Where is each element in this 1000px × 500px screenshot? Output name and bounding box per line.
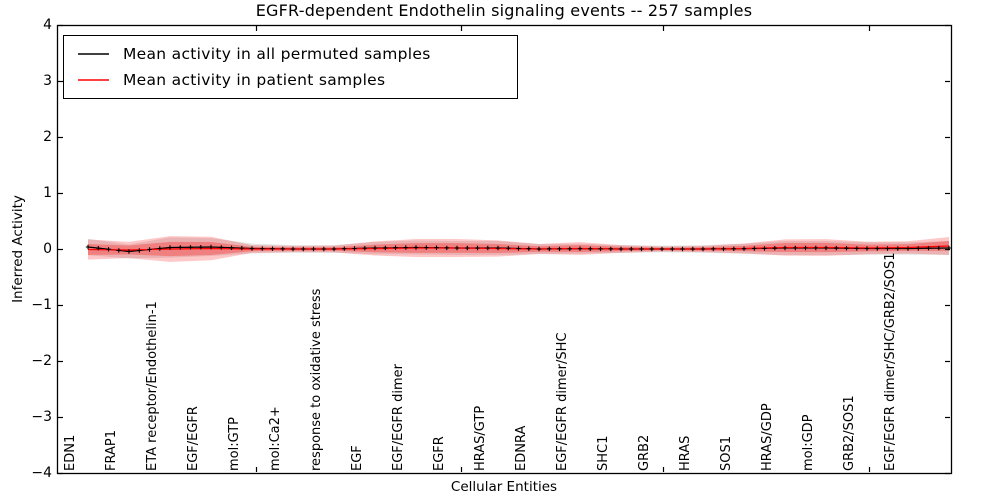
legend-label-permuted: Mean activity in all permuted samples bbox=[123, 45, 431, 64]
legend-line-patient-icon bbox=[78, 78, 109, 81]
x-category-label: FRAP1 bbox=[104, 430, 119, 471]
legend-line-permuted-icon bbox=[78, 53, 109, 56]
y-tick-label: 3 bbox=[43, 73, 52, 89]
x-category-label: SHC1 bbox=[596, 435, 611, 471]
x-category-label: mol:GTP bbox=[227, 417, 242, 471]
y-tick-label: 4 bbox=[43, 17, 52, 33]
legend-label-patient: Mean activity in patient samples bbox=[123, 70, 386, 89]
chart-title: EGFR-dependent Endothelin signaling even… bbox=[255, 1, 753, 20]
x-category-label: HRAS/GDP bbox=[760, 403, 775, 471]
x-category-label: EGF/EGFR dimer/SHC/GRB2/SOS1 bbox=[883, 252, 898, 472]
y-tick-label: 0 bbox=[43, 241, 52, 257]
x-category-label: mol:GDP bbox=[801, 414, 816, 471]
x-category-label: EDN1 bbox=[63, 434, 78, 471]
legend-item-patient: Mean activity in patient samples bbox=[64, 71, 517, 89]
x-category-label: SOS1 bbox=[719, 435, 734, 471]
x-category-label: response to oxidative stress bbox=[309, 288, 324, 471]
x-category-label: HRAS/GTP bbox=[473, 405, 488, 471]
y-tick-label: −1 bbox=[31, 297, 52, 313]
legend-item-permuted: Mean activity in all permuted samples bbox=[64, 45, 517, 63]
y-tick-label: 2 bbox=[43, 129, 52, 145]
x-category-label: mol:Ca2+ bbox=[268, 406, 283, 471]
y-tick-label: −4 bbox=[31, 465, 52, 481]
x-category-label: ETA receptor/Endothelin-1 bbox=[145, 301, 160, 471]
x-category-label: EGF/EGFR dimer bbox=[391, 364, 406, 471]
axes-frame bbox=[56, 24, 953, 475]
y-tick-label: −3 bbox=[31, 409, 52, 425]
x-category-label: EGF bbox=[350, 445, 365, 471]
data-point-markers bbox=[85, 244, 952, 254]
x-axis-title: Cellular Entities bbox=[450, 479, 558, 495]
x-category-label: EGF/EGFR dimer/SHC bbox=[555, 332, 570, 471]
y-tick-label: 1 bbox=[43, 185, 52, 201]
legend: Mean activity in all permuted samples Me… bbox=[63, 35, 518, 99]
x-category-label: HRAS bbox=[678, 435, 693, 471]
x-category-label: EDNRA bbox=[514, 425, 529, 471]
x-category-label: EGF/EGFR bbox=[186, 406, 201, 471]
x-category-label: EGFR bbox=[432, 436, 447, 471]
x-category-label: GRB2 bbox=[637, 434, 652, 471]
y-tick-label: −2 bbox=[31, 353, 52, 369]
x-category-label: GRB2/SOS1 bbox=[842, 395, 857, 471]
